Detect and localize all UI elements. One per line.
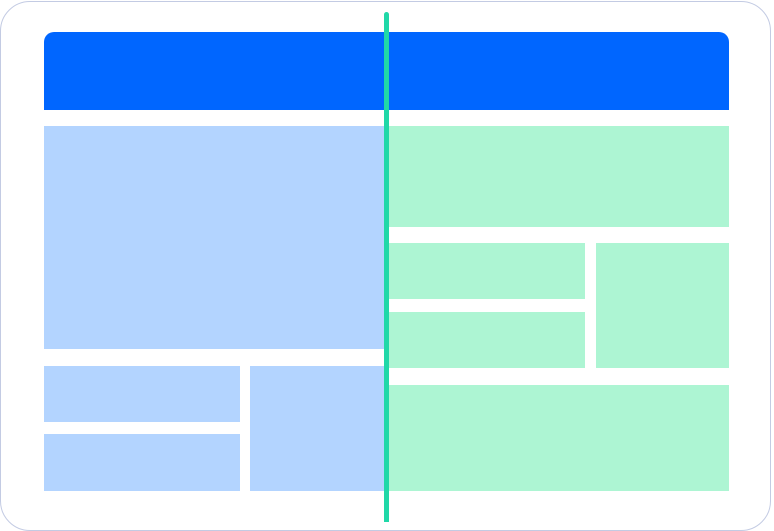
left-small-panel-bottom (44, 434, 240, 491)
right-tall-panel (596, 243, 729, 368)
split-divider-handle[interactable] (384, 12, 389, 522)
right-bottom-panel (389, 385, 729, 491)
right-top-panel (389, 126, 729, 227)
left-main-panel (44, 126, 384, 349)
left-tall-panel (250, 366, 384, 491)
right-small-panel-top (389, 243, 585, 299)
right-small-panel-bottom (389, 312, 585, 368)
left-small-panel-top (44, 366, 240, 422)
